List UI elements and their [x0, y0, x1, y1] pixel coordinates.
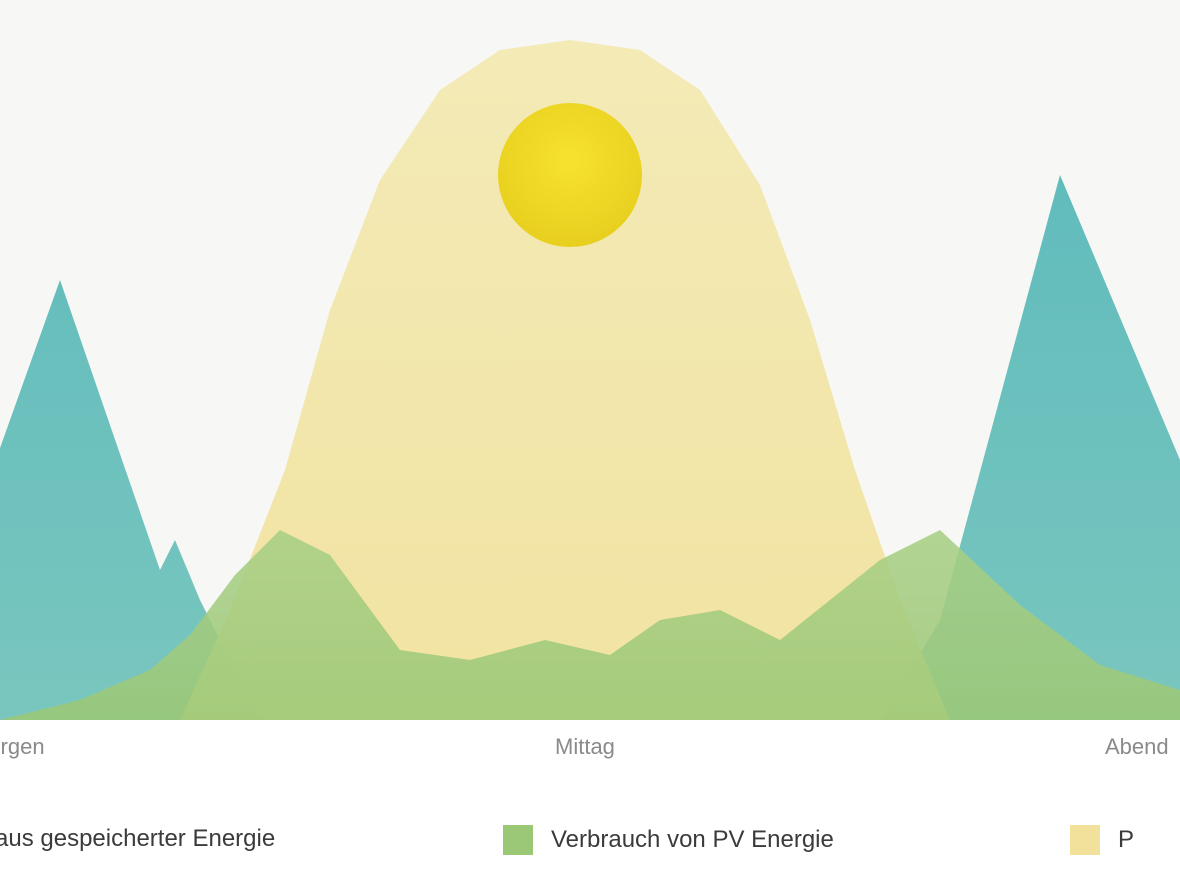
- x-axis-label-evening: Abend: [1105, 734, 1169, 760]
- legend-label-stored: h aus gespeicherter Energie: [0, 825, 275, 853]
- legend-item-stored: h aus gespeicherter Energie: [0, 825, 275, 853]
- x-axis-label-morning: Morgen: [0, 734, 45, 760]
- legend-item-pv-production: P: [1070, 825, 1134, 855]
- legend-swatch-pv-consumption: [503, 825, 533, 855]
- legend: h aus gespeicherter Energie Verbrauch vo…: [0, 770, 1180, 885]
- chart-svg: [0, 0, 1180, 720]
- legend-swatch-pv-production: [1070, 825, 1100, 855]
- sun-icon: [498, 103, 642, 247]
- legend-item-pv-consumption: Verbrauch von PV Energie: [503, 825, 834, 855]
- x-axis-label-noon: Mittag: [555, 734, 615, 760]
- legend-label-pv-production: P: [1118, 826, 1134, 854]
- energy-day-chart: [0, 0, 1180, 720]
- legend-label-pv-consumption: Verbrauch von PV Energie: [551, 826, 834, 854]
- x-axis: Morgen Mittag Abend: [0, 720, 1180, 770]
